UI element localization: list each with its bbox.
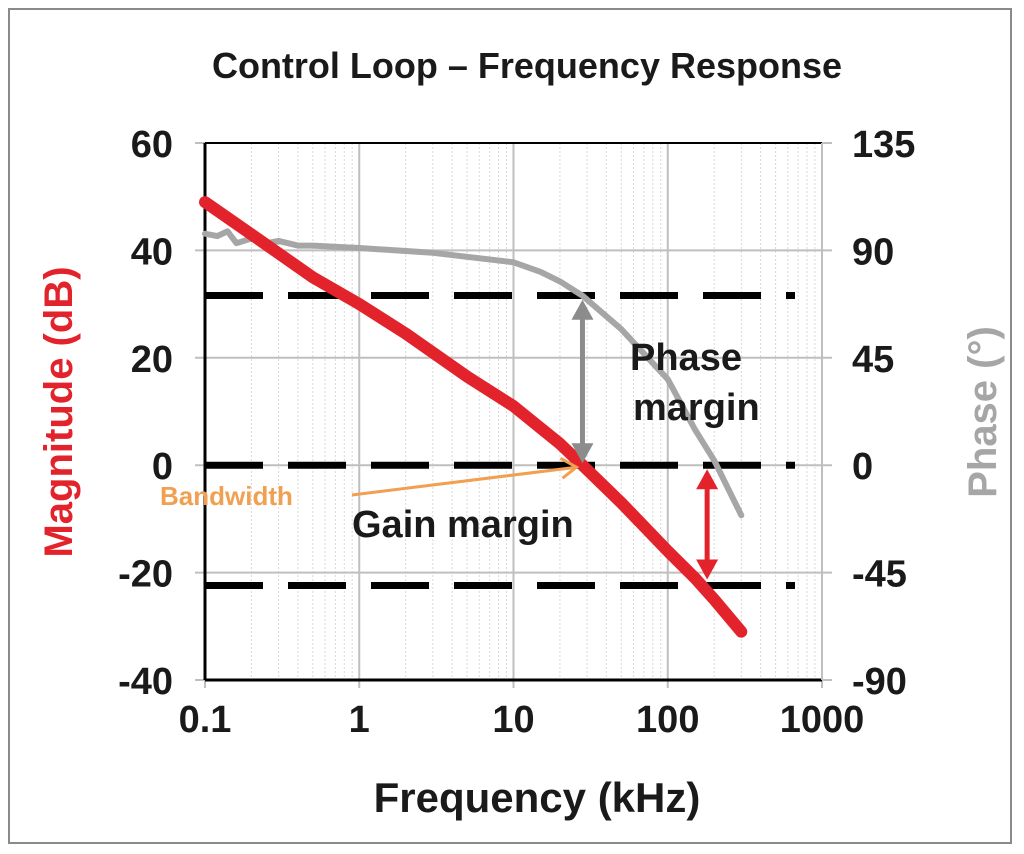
x-tick-label: 10: [492, 699, 534, 741]
y2-tick-label: 0: [852, 446, 873, 488]
bandwidth-arrowhead: [559, 456, 580, 480]
y-tick-label: 40: [131, 231, 173, 273]
phase-margin-arrow-head: [571, 299, 594, 320]
phase-margin-label-line1: Phase: [630, 337, 742, 379]
gain-margin-arrow-head: [696, 469, 719, 490]
y2-axis-label: Phase (°): [961, 326, 1005, 498]
bandwidth-arrow: [351, 465, 577, 497]
x-tick-label: 1: [349, 699, 370, 741]
y2-tick-label: 135: [852, 124, 915, 166]
annotations: [351, 299, 719, 580]
chart-frame: [8, 8, 1012, 844]
reference-lines: [205, 292, 795, 589]
y-axis-label: Magnitude (dB): [37, 266, 81, 557]
x-tick-label: 1000: [780, 699, 865, 741]
y-tick-label: 60: [131, 124, 173, 166]
y-tick-label: 20: [131, 339, 173, 381]
series: [199, 196, 748, 638]
phase-line: [202, 228, 745, 519]
gain-margin-arrow-head: [696, 559, 719, 580]
x-tick-label: 100: [636, 699, 699, 741]
chart-title: Control Loop – Frequency Response: [212, 45, 842, 86]
x-axis-label: Frequency (kHz): [374, 774, 701, 821]
y2-tick-label: -90: [852, 661, 907, 703]
y-tick-label: 0: [152, 446, 173, 488]
phase-margin-label-line2: margin: [633, 387, 760, 429]
x-tick-label: 0.1: [179, 699, 232, 741]
y-tick-label: -20: [118, 554, 173, 596]
phase-margin-arrow-head: [571, 443, 594, 464]
magnitude-line: [199, 196, 748, 638]
bandwidth-label: Bandwidth: [160, 481, 293, 511]
axes: 0.1 1 10 100 1000 60 40 20 0 -20 -40 135 90 45 0 -45 -90: [118, 124, 915, 741]
y2-tick-label: -45: [852, 554, 907, 596]
y2-tick-label: 45: [852, 339, 894, 381]
y2-tick-label: 90: [852, 231, 894, 273]
gain-margin-label: Gain margin: [352, 504, 574, 546]
y-tick-label: -40: [118, 661, 173, 703]
